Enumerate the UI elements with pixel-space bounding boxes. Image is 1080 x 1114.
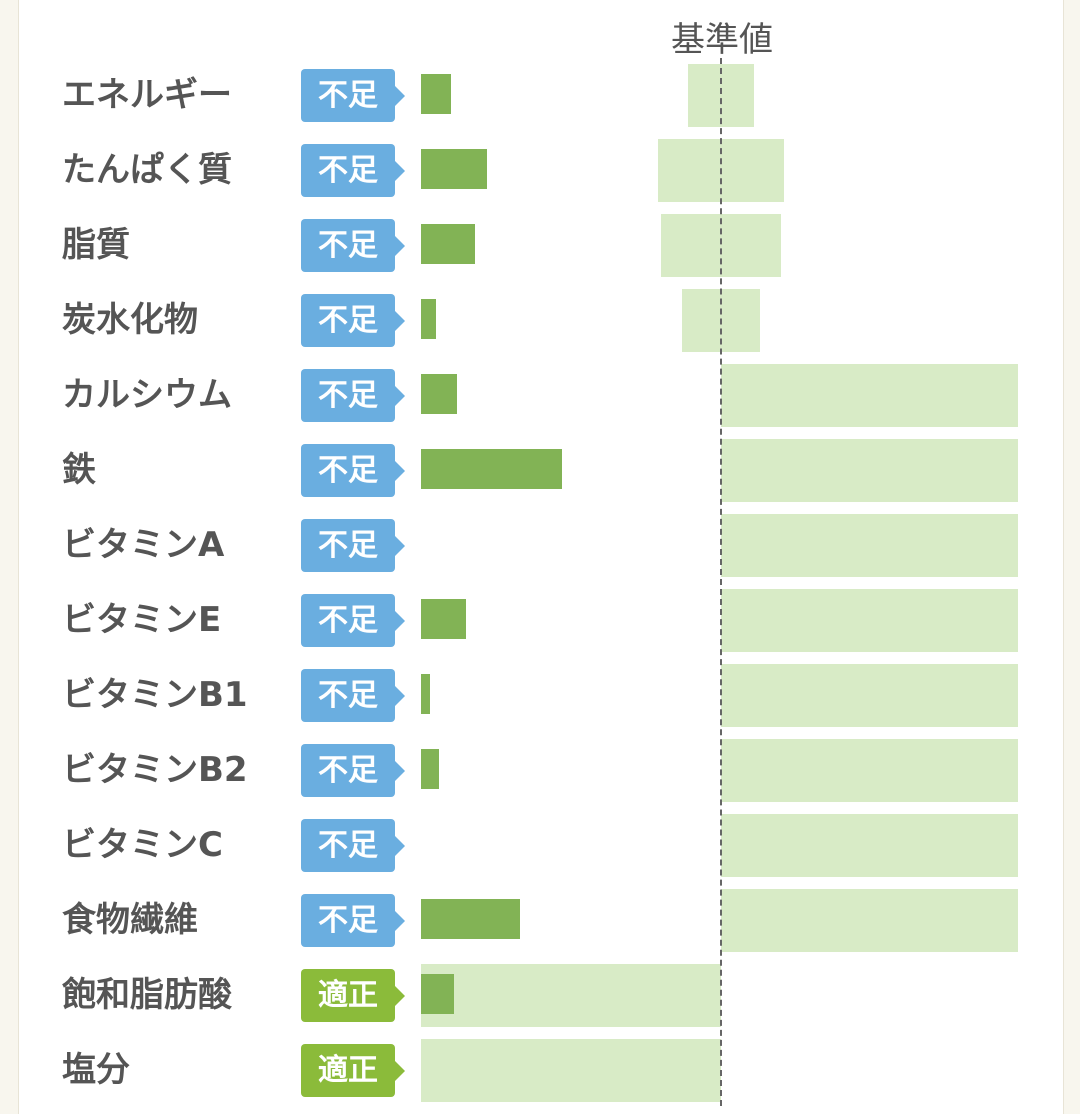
status-badge-label: 不足 [318,528,378,563]
nutrient-label: ビタミンA [62,525,225,565]
chart-row: ビタミンE 不足 [0,583,1080,658]
status-badge-label: 不足 [318,303,378,338]
nutrient-label: エネルギー [62,75,232,115]
status-badge-label: 適正 [318,978,378,1013]
chart-row: 鉄 不足 [0,433,1080,508]
status-badge: 不足 [301,894,405,947]
intake-bar [421,299,436,339]
chart-row: エネルギー 不足 [0,58,1080,133]
status-badge: 不足 [301,744,405,797]
nutrient-label: カルシウム [62,375,232,415]
status-badge-label: 不足 [318,828,378,863]
nutrient-label: 塩分 [62,1050,130,1090]
reference-line [720,58,722,1106]
chart-row: カルシウム 不足 [0,358,1080,433]
nutrient-label: 鉄 [62,450,96,490]
nutrient-label: 脂質 [62,225,130,265]
nutrient-label: 食物繊維 [62,900,198,940]
target-range-band [721,364,1018,427]
chart-row: 飽和脂肪酸 適正 [0,958,1080,1033]
status-badge: 不足 [301,369,405,422]
target-range-band [421,1039,721,1102]
intake-bar [421,74,451,114]
nutrient-label: たんぱく質 [62,150,232,190]
intake-bar [421,899,520,939]
nutrient-label: 炭水化物 [62,300,198,340]
nutrient-label: ビタミンC [62,825,223,865]
status-badge: 不足 [301,819,405,872]
status-badge-label: 不足 [318,678,378,713]
status-badge: 不足 [301,519,405,572]
chart-row: ビタミンB1 不足 [0,658,1080,733]
intake-bar [421,974,454,1014]
chart-row: 炭水化物 不足 [0,283,1080,358]
intake-bar [421,749,439,789]
nutrient-label: 飽和脂肪酸 [62,975,232,1015]
intake-bar [421,674,430,714]
status-badge: 不足 [301,219,405,272]
target-range-band [721,664,1018,727]
status-badge-label: 不足 [318,453,378,488]
status-badge: 適正 [301,969,405,1022]
nutrient-label: ビタミンE [62,600,222,640]
intake-bar [421,224,475,264]
status-badge: 適正 [301,1044,405,1097]
status-badge-label: 適正 [318,1053,378,1088]
status-badge-label: 不足 [318,753,378,788]
intake-bar [421,149,487,189]
status-badge-label: 不足 [318,228,378,263]
status-badge: 不足 [301,669,405,722]
status-badge-label: 不足 [318,603,378,638]
reference-label: 基準値 [671,20,773,60]
nutrient-label: ビタミンB2 [62,750,248,790]
chart-row: ビタミンC 不足 [0,808,1080,883]
status-badge-label: 不足 [318,78,378,113]
status-badge: 不足 [301,594,405,647]
chart-row: たんぱく質 不足 [0,133,1080,208]
target-range-band [421,964,721,1027]
target-range-band [721,889,1018,952]
intake-bar [421,449,562,489]
chart-row: 塩分 適正 [0,1033,1080,1108]
status-badge-label: 不足 [318,153,378,188]
chart-row: ビタミンA 不足 [0,508,1080,583]
intake-bar [421,599,466,639]
chart-row: 脂質 不足 [0,208,1080,283]
status-badge-label: 不足 [318,378,378,413]
intake-bar [421,374,457,414]
status-badge-label: 不足 [318,903,378,938]
target-range-band [721,739,1018,802]
target-range-band [721,439,1018,502]
target-range-band [721,814,1018,877]
nutrient-label: ビタミンB1 [62,675,248,715]
target-range-band [721,514,1018,577]
status-badge: 不足 [301,444,405,497]
status-badge: 不足 [301,69,405,122]
target-range-band [721,589,1018,652]
status-badge: 不足 [301,294,405,347]
chart-row: 食物繊維 不足 [0,883,1080,958]
status-badge: 不足 [301,144,405,197]
chart-row: ビタミンB2 不足 [0,733,1080,808]
